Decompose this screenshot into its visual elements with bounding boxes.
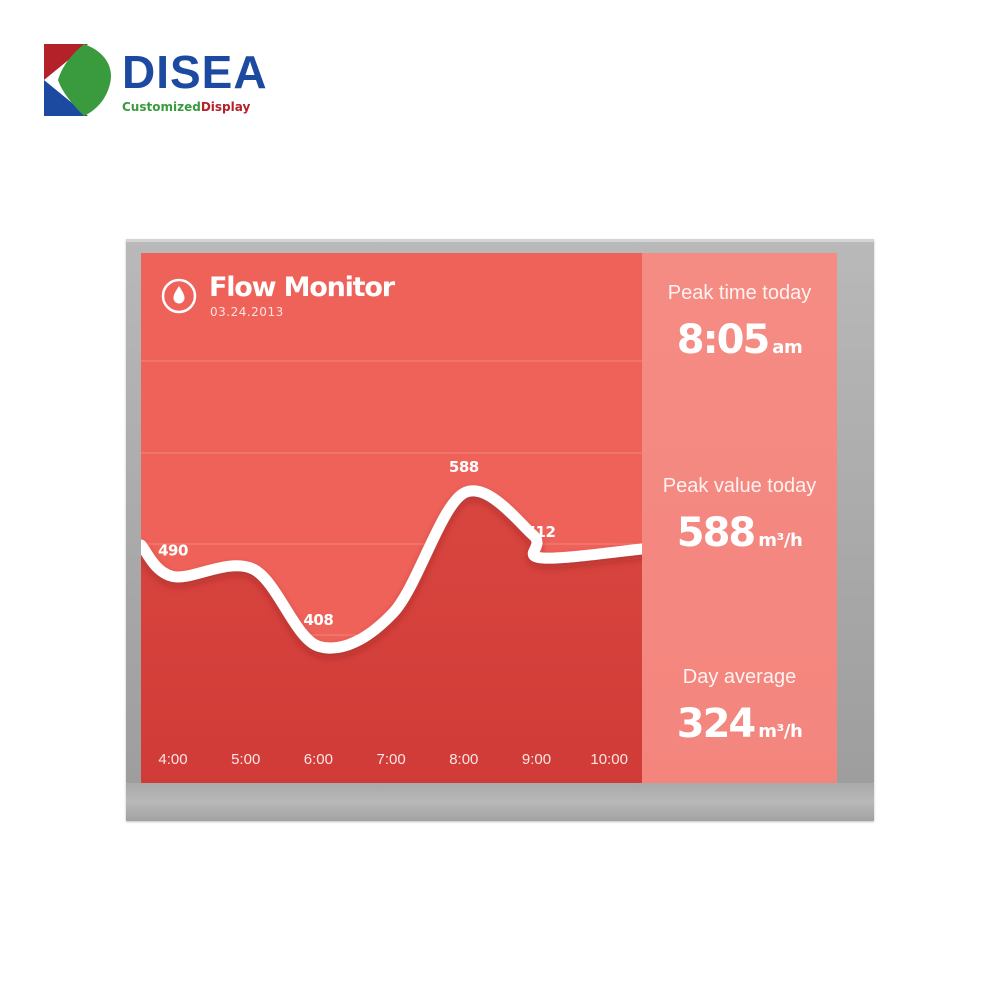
flow-chart: 490 408 588 512 4:00 5:00 6:00 7:00 8:00 9:00 10:… xyxy=(141,360,642,783)
data-label: 490 xyxy=(158,542,188,560)
app-date: 03.24.2013 xyxy=(210,305,284,319)
stat-label: Peak value today xyxy=(662,475,817,497)
display-screen: 490 408 588 512 4:00 5:00 6:00 7:00 8:00 9:00 10:… xyxy=(141,253,837,783)
stat-value: 324 m³/h xyxy=(642,701,837,755)
x-tick-label: 6:00 xyxy=(304,751,333,768)
brand-tagline-part2: Display xyxy=(200,100,251,114)
x-tick-label: 9:00 xyxy=(522,751,551,768)
flow-area xyxy=(141,490,642,783)
stat-value: 8:05 am xyxy=(642,317,837,371)
x-tick-label: 10:00 xyxy=(590,751,628,768)
brand-name: DISEA xyxy=(122,46,268,98)
data-label: 408 xyxy=(303,611,333,629)
stat-day-average: Day average 324 m³/h xyxy=(642,665,837,755)
data-label: 512 xyxy=(526,523,556,541)
stat-unit: m³/h xyxy=(758,530,803,551)
brand-logo-mark-icon xyxy=(44,44,111,116)
water-drop-icon xyxy=(161,278,197,314)
x-tick-label: 4:00 xyxy=(158,751,187,768)
stat-label: Peak time today xyxy=(667,282,812,304)
brand-tagline: CustomizedDisplay xyxy=(122,100,250,114)
x-tick-label: 5:00 xyxy=(231,751,260,768)
stat-number: 8:05 xyxy=(676,317,770,363)
stat-number: 324 xyxy=(676,701,756,747)
x-tick-label: 8:00 xyxy=(449,751,478,768)
brand-logo: DISEA CustomizedDisplay xyxy=(44,44,274,116)
brand-tagline-part1: Customized xyxy=(122,100,201,114)
stat-unit: am xyxy=(772,337,803,358)
x-axis-ticks: 4:00 5:00 6:00 7:00 8:00 9:00 10:00 xyxy=(158,751,628,768)
data-labels: 490 408 588 512 xyxy=(158,458,556,629)
stats-panel: Peak time today 8:05 am Peak value today … xyxy=(642,253,837,783)
data-label: 588 xyxy=(449,458,479,476)
stat-peak-value: Peak value today 588 m³/h xyxy=(642,474,837,564)
app-title: Flow Monitor xyxy=(209,272,395,303)
stat-number: 588 xyxy=(676,510,756,556)
module-bottom-bezel xyxy=(126,783,874,821)
stat-label: Day average xyxy=(682,666,797,688)
stat-unit: m³/h xyxy=(758,721,803,742)
stat-peak-time: Peak time today 8:05 am xyxy=(642,281,837,371)
module-top-edge xyxy=(126,239,874,242)
chart-panel: 490 408 588 512 4:00 5:00 6:00 7:00 8:00 9:00 10:… xyxy=(141,253,642,783)
stat-value: 588 m³/h xyxy=(642,510,837,564)
flow-line xyxy=(141,485,642,654)
x-tick-label: 7:00 xyxy=(376,751,405,768)
